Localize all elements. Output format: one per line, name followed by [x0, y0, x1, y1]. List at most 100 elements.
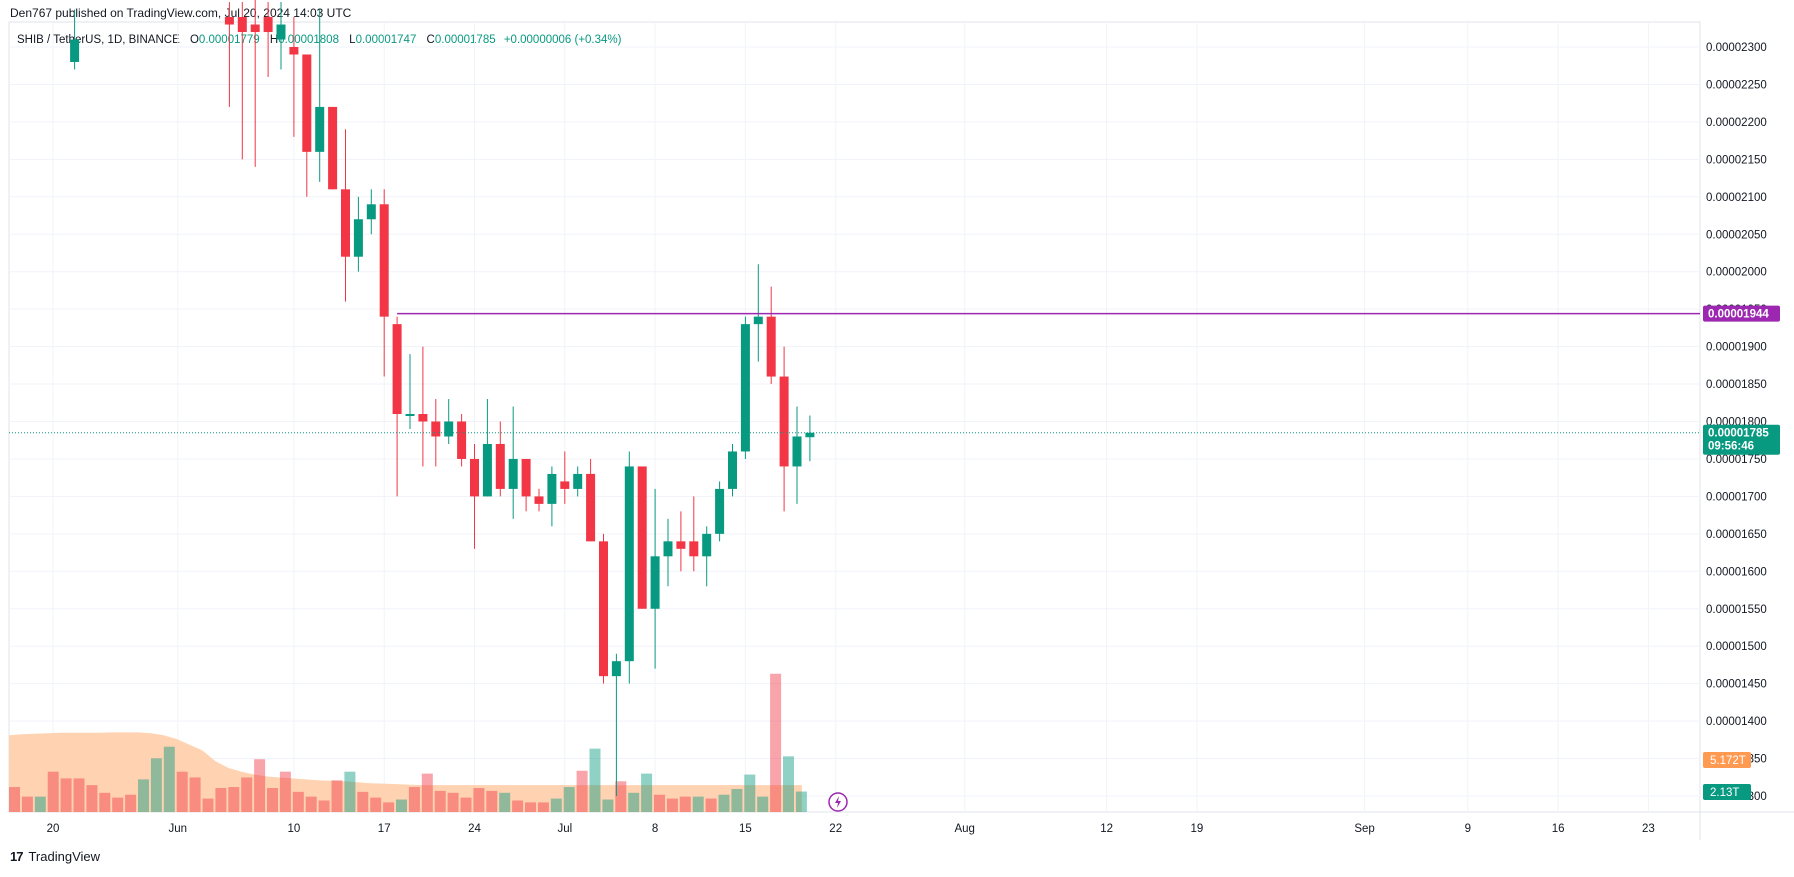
level-badge-text: 0.00001944 [1708, 309, 1769, 321]
volume-pane [9, 673, 807, 812]
time-tick-label: 20 [47, 823, 60, 835]
footer: 17 TradingView [10, 849, 100, 864]
volume-bar [654, 794, 665, 812]
legend-close-label: C [426, 34, 435, 46]
legend-low-label: L [349, 34, 356, 46]
footer-brand[interactable]: TradingView [28, 849, 101, 864]
volume-bar [563, 787, 575, 812]
tradingview-logo-icon[interactable]: 17 [10, 849, 24, 864]
volume-bar [150, 758, 162, 812]
time-tick-label: 10 [288, 823, 301, 835]
volume-bar [176, 771, 188, 812]
volume-bar [318, 800, 330, 812]
volume-bar [241, 777, 253, 812]
time-tick-label: 16 [1552, 823, 1565, 835]
volume-bar [731, 788, 743, 812]
volume-bar [795, 791, 807, 812]
candle-body [650, 556, 660, 609]
price-tick-label: 0.00001500 [1706, 641, 1767, 653]
candles [70, 0, 815, 796]
candle-body [805, 432, 815, 438]
volume-bar [254, 759, 266, 812]
volume-bar [305, 796, 317, 812]
legend-open-label: O [189, 34, 199, 46]
volume-bar [370, 797, 382, 812]
price-tick-label: 0.00001750 [1706, 454, 1767, 466]
price-tick-label: 0.00002100 [1706, 192, 1767, 204]
time-tick-label: 17 [378, 823, 391, 835]
volume-bar [447, 792, 459, 812]
volume-ma-badge-bg [1703, 752, 1751, 768]
candle-body [457, 421, 467, 459]
volume-bar [486, 790, 498, 812]
candle-body [573, 473, 583, 489]
candle-body [405, 414, 415, 417]
volume-bar [138, 779, 149, 812]
time-tick-label: Jul [557, 823, 572, 835]
price-tick-label: 0.00002000 [1706, 267, 1767, 279]
price-tick-label: 0.00001400 [1706, 716, 1767, 728]
time-tick-label: 12 [1100, 823, 1113, 835]
price-tick-label: 0.00001700 [1706, 491, 1767, 503]
candle-body [702, 533, 712, 557]
time-tick-label: 9 [1465, 823, 1471, 835]
last-price-badge-bg [1703, 424, 1780, 455]
last-price-badge-text: 0.00001785 [1708, 428, 1769, 440]
candle-body [779, 376, 789, 467]
volume-bar [421, 773, 433, 812]
volume-bar [499, 792, 511, 812]
volume-bar [163, 746, 175, 812]
volume-ma-area [9, 732, 802, 812]
candle-body [276, 24, 286, 40]
time-tick-label: 8 [652, 823, 658, 835]
volume-bar [86, 785, 98, 812]
time-tick-label: Jun [169, 823, 188, 835]
volume-bar [783, 756, 794, 812]
legend-close-value: 0.00001785 [434, 34, 496, 46]
price-tick-label: 0.00001600 [1706, 566, 1767, 578]
volume-bar [512, 800, 524, 812]
candle-body [482, 443, 492, 497]
price-tick-label: 0.00001550 [1706, 604, 1767, 616]
candle-body [715, 488, 725, 534]
candle-body [315, 106, 325, 152]
candle-body [70, 39, 80, 62]
volume-bar [576, 770, 588, 812]
candle-body [250, 24, 260, 33]
candle-body [599, 541, 608, 677]
price-tick-label: 0.00001650 [1706, 529, 1767, 541]
volume-bar [434, 790, 446, 812]
legend-high-label: H [269, 34, 279, 46]
volume-bar [589, 748, 601, 812]
volume-bar [34, 796, 46, 812]
candle-body [444, 421, 454, 437]
plot-frame [8, 21, 1701, 813]
candle-body [766, 316, 776, 377]
candle-body [624, 466, 634, 662]
volume-bar [202, 798, 214, 812]
volume-badge-bg [1703, 784, 1751, 800]
candle-body [328, 106, 338, 190]
volume-bar [705, 798, 717, 812]
axes: 0.00002300 0.00002250 0.00002200 0.00002150… [47, 42, 1780, 835]
symbol-legend: SHIB / TetherUS, 1D, BINANCE O0.00001779… [17, 34, 621, 46]
legend-high-value: 0.00001808 [278, 34, 339, 46]
time-tick-label: 15 [739, 823, 752, 835]
volume-bar [615, 781, 627, 812]
volume-bar [279, 771, 291, 812]
volume-bar [679, 796, 691, 812]
volume-bar [189, 777, 201, 812]
candle-body [611, 661, 621, 677]
volume-bar [744, 774, 756, 812]
volume-badge-text: 2.13T [1710, 787, 1739, 799]
price-tick-label: 0.00002250 [1706, 79, 1767, 91]
legend-symbol[interactable]: SHIB / TetherUS, 1D, BINANCE [17, 34, 180, 46]
legend-low-value: 0.00001747 [355, 34, 417, 46]
volume-bar [73, 778, 85, 812]
candle-body [689, 541, 699, 557]
candle-body [353, 219, 363, 257]
price-tick-label: 0.00001900 [1706, 342, 1767, 354]
time-tick-label: 24 [468, 823, 481, 835]
publisher-line: Den767 published on TradingView.com, Jul… [10, 6, 352, 20]
